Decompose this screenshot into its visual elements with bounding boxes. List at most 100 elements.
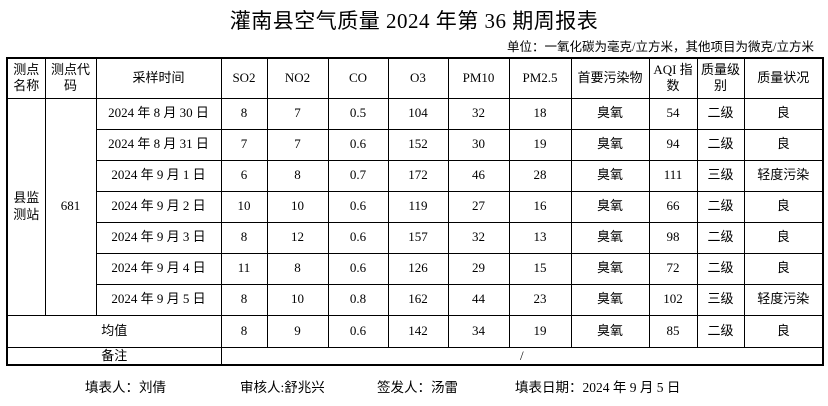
cell-co: 0.5 (327, 97, 389, 130)
air-quality-table: 测点名称 测点代码 采样时间 SO2 NO2 CO O3 PM10 PM2.5 … (6, 57, 824, 366)
table-body: 县监测站 681 2024 年 8 月 30 日 8 7 0.5 104 32 18 臭氧 54 二级… (6, 97, 824, 366)
remark-label: 备注 (6, 346, 222, 366)
cell-co: 0.8 (327, 283, 389, 316)
reviewer-label: 审核人:舒兆兴 (240, 380, 325, 395)
data-row: 县监测站 681 2024 年 8 月 30 日 8 7 0.5 104 32 18 臭氧 54 二级… (6, 97, 824, 316)
cell-co: 0.7 (327, 159, 389, 192)
cell-so2: 8 (220, 283, 268, 316)
col-header-station-name: 测点名称 (6, 57, 46, 99)
cell-date: 2024 年 9 月 5 日 (95, 283, 222, 316)
cell-co: 0.6 (327, 128, 389, 161)
cell-aqi: 54 (648, 97, 698, 130)
cell-status: 良 (743, 252, 824, 285)
cell-pollutant: 臭氧 (570, 128, 650, 161)
cell-aqi: 94 (648, 128, 698, 161)
cell-o3: 172 (387, 159, 449, 192)
cell-aqi: 66 (648, 190, 698, 223)
cell-avg-level: 二级 (696, 314, 745, 348)
cell-no2: 7 (266, 97, 329, 130)
cell-level: 二级 (696, 97, 745, 130)
col-header-pm25: PM2.5 (508, 57, 572, 99)
col-header-no2: NO2 (266, 57, 329, 99)
remark-row: 备注 / (6, 346, 824, 366)
cell-no2: 7 (266, 128, 329, 161)
cell-avg-status: 良 (743, 314, 824, 348)
cell-level: 三级 (696, 159, 745, 192)
cell-pm10: 46 (447, 159, 510, 192)
cell-so2: 11 (220, 252, 268, 285)
cell-status: 良 (743, 97, 824, 130)
signature-line: 填表人：刘倩 审核人:舒兆兴 签发人：汤雷 填表日期：2024 年 9 月 5 … (0, 374, 828, 398)
cell-date: 2024 年 8 月 30 日 (95, 97, 222, 130)
cell-level: 二级 (696, 190, 745, 223)
remark-value: / (220, 346, 824, 366)
cell-so2: 6 (220, 159, 268, 192)
cell-so2: 8 (220, 221, 268, 254)
cell-status: 轻度污染 (743, 159, 824, 192)
cell-pm25: 23 (508, 283, 572, 316)
cell-o3: 126 (387, 252, 449, 285)
cell-pollutant: 臭氧 (570, 252, 650, 285)
cell-pm25: 13 (508, 221, 572, 254)
cell-avg-pollutant: 臭氧 (570, 314, 650, 348)
cell-avg-co: 0.6 (327, 314, 389, 348)
data-row: 2024 年 9 月 2 日 10 10 0.6 119 27 16 臭氧 66 二级良 (7, 190, 824, 223)
cell-date: 2024 年 9 月 3 日 (95, 221, 222, 254)
cell-date: 2024 年 9 月 1 日 (95, 159, 222, 192)
cell-aqi: 98 (648, 221, 698, 254)
average-row: 均值 8 9 0.6 142 34 19 臭氧 85 二级 良 (6, 314, 824, 348)
cell-date: 2024 年 9 月 2 日 (95, 190, 222, 223)
cell-pollutant: 臭氧 (570, 159, 650, 192)
header-row: 测点名称 测点代码 采样时间 SO2 NO2 CO O3 PM10 PM2.5 … (6, 57, 824, 99)
cell-no2: 10 (266, 283, 329, 316)
cell-o3: 152 (387, 128, 449, 161)
cell-status: 良 (743, 221, 824, 254)
cell-no2: 10 (266, 190, 329, 223)
cell-so2: 7 (220, 128, 268, 161)
cell-status: 轻度污染 (743, 283, 824, 316)
cell-o3: 162 (387, 283, 449, 316)
cell-pm25: 18 (508, 97, 572, 130)
col-header-pm10: PM10 (447, 57, 510, 99)
cell-pm25: 16 (508, 190, 572, 223)
cell-level: 二级 (696, 221, 745, 254)
cell-avg-so2: 8 (220, 314, 268, 348)
cell-level: 二级 (696, 128, 745, 161)
cell-level: 二级 (696, 252, 745, 285)
cell-pm10: 29 (447, 252, 510, 285)
data-row: 2024 年 9 月 3 日 8 12 0.6 157 32 13 臭氧 98 二级良 (7, 221, 824, 254)
col-header-quality-status: 质量状况 (743, 57, 824, 99)
page-title: 灌南县空气质量 2024 年第 36 期周报表 (229, 9, 599, 33)
cell-date: 2024 年 8 月 31 日 (95, 128, 222, 161)
cell-avg-aqi: 85 (648, 314, 698, 348)
col-header-sample-time: 采样时间 (95, 57, 222, 99)
col-header-co: CO (327, 57, 389, 99)
cell-co: 0.6 (327, 221, 389, 254)
col-header-aqi: AQI 指数 (648, 57, 698, 99)
cell-pm25: 19 (508, 128, 572, 161)
data-row: 2024 年 9 月 4 日 11 8 0.6 126 29 15 臭氧 72 二级良 (7, 252, 824, 285)
cell-avg-pm25: 19 (508, 314, 572, 348)
data-row: 2024 年 9 月 5 日 8 10 0.8 162 44 23 臭氧 102 三级 轻度污染 (7, 283, 824, 316)
cell-co: 0.6 (327, 252, 389, 285)
cell-aqi: 102 (648, 283, 698, 316)
cell-status: 良 (743, 190, 824, 223)
station-code-cell: 681 (44, 97, 97, 316)
cell-o3: 119 (387, 190, 449, 223)
cell-co: 0.6 (327, 190, 389, 223)
average-label: 均值 (6, 314, 222, 348)
data-row: 2024 年 8 月 31 日 7 7 0.6 152 30 19 臭氧 94 二级良 (7, 128, 824, 161)
cell-pm25: 15 (508, 252, 572, 285)
cell-so2: 8 (220, 97, 268, 130)
cell-pollutant: 臭氧 (570, 97, 650, 130)
data-row: 2024 年 9 月 1 日 6 8 0.7 172 46 28 臭氧 111 三级 轻度污染 (7, 159, 824, 192)
fill-date-label: 填表日期：2024 年 9 月 5 日 (515, 380, 681, 395)
cell-date: 2024 年 9 月 4 日 (95, 252, 222, 285)
cell-avg-o3: 142 (387, 314, 449, 348)
cell-level: 三级 (696, 283, 745, 316)
cell-avg-pm10: 34 (447, 314, 510, 348)
preparer-label: 填表人：刘倩 (85, 380, 166, 395)
cell-avg-no2: 9 (266, 314, 329, 348)
cell-o3: 104 (387, 97, 449, 130)
cell-no2: 12 (266, 221, 329, 254)
